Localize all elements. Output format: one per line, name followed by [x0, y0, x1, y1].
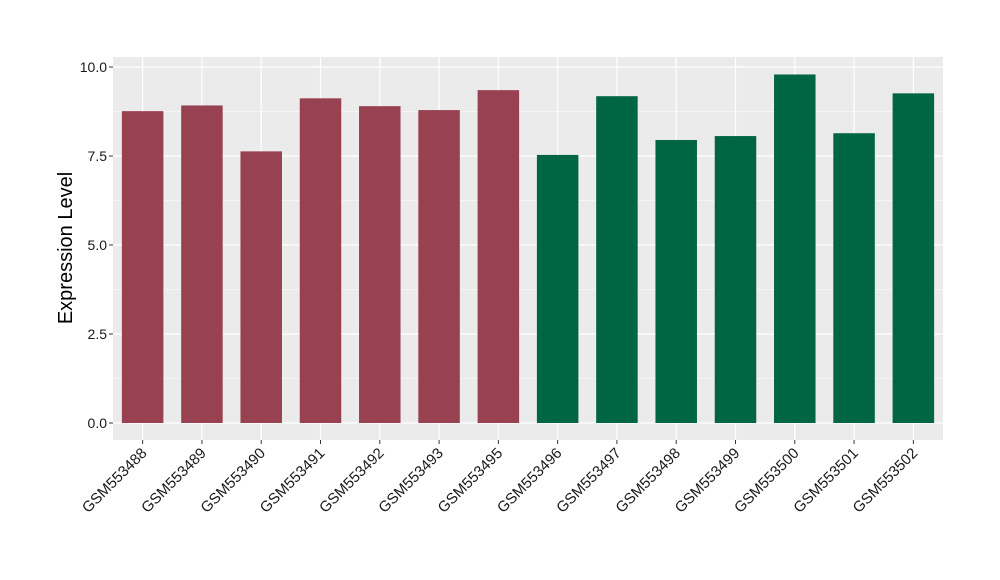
bar-GSM553500 [774, 74, 816, 423]
bar-GSM553492 [359, 106, 401, 423]
y-axis: 0.0 2.5 5.0 7.5 10.0 [80, 59, 113, 431]
x-axis: GSM553488GSM553489GSM553490GSM553491GSM5… [79, 440, 921, 516]
bar-GSM553499 [714, 136, 757, 423]
y-tick-label: 7.5 [88, 148, 108, 164]
plot-panel [113, 57, 943, 440]
bar-GSM553496 [536, 154, 579, 423]
y-tick-label: 10.0 [80, 59, 107, 75]
bar-GSM553501 [833, 133, 875, 423]
bar-GSM553497 [596, 96, 638, 423]
y-tick-label: 5.0 [88, 237, 108, 253]
y-tick-label: 2.5 [88, 326, 108, 342]
bar-GSM553489 [181, 105, 223, 423]
y-tick-label: 0.0 [88, 415, 108, 431]
bar-GSM553493 [418, 110, 460, 424]
bar-GSM553491 [299, 98, 342, 423]
bar-GSM553498 [655, 139, 697, 424]
bars [121, 74, 935, 424]
bar-GSM553488 [121, 111, 164, 424]
bar-GSM553490 [240, 151, 282, 423]
bar-GSM553495 [477, 90, 520, 423]
y-axis-title: Expression Level [55, 172, 77, 324]
bar-GSM553502 [892, 93, 935, 424]
